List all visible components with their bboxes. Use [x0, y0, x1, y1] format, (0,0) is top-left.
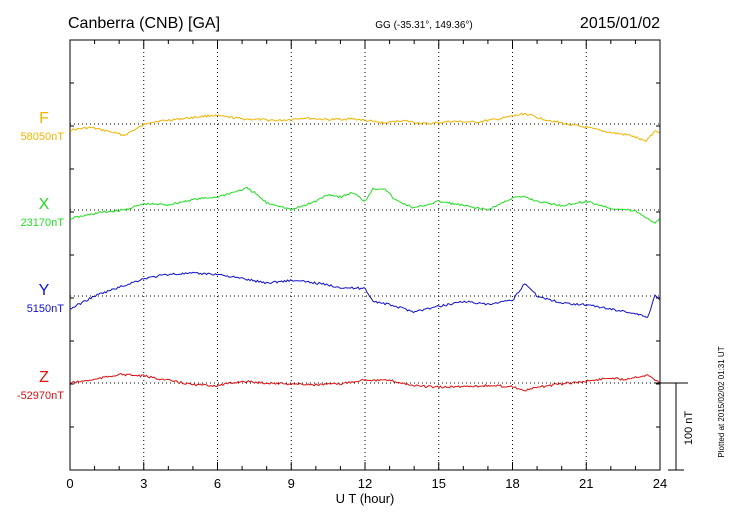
x-tick-label: 24 [653, 476, 667, 491]
title-date: 2015/01/02 [580, 15, 660, 32]
title-coordinates: GG (-35.31°, 149.36°) [375, 20, 473, 31]
x-tick-label: 3 [140, 476, 147, 491]
series-traces [69, 112, 660, 392]
x-tick-label: 21 [579, 476, 593, 491]
grid [70, 40, 660, 470]
scale-bar-label: 100 nT [683, 411, 695, 446]
x-tick-label: 12 [358, 476, 372, 491]
x-tick-label: 15 [432, 476, 446, 491]
series-name-y: Y [39, 282, 50, 299]
series-baseline-z: -52970nT [17, 390, 64, 402]
scale-bar: 100 nT [655, 382, 695, 471]
series-trace-y [69, 271, 660, 318]
x-tick-label: 18 [505, 476, 519, 491]
series-name-x: X [39, 196, 50, 213]
x-axis-ticks: 0 3 6 9 12 15 18 21 24 [66, 40, 667, 491]
title-station: Canberra (CNB) [GA] [68, 15, 220, 32]
x-tick-label: 0 [66, 476, 73, 491]
series-name-z: Z [39, 369, 49, 386]
x-tick-label: 6 [214, 476, 221, 491]
series-trace-f [69, 112, 660, 143]
series-trace-x [69, 186, 660, 224]
x-tick-label: 9 [288, 476, 295, 491]
series-labels: F 58050nT X 23170nT Y 5150nT Z -52970nT [17, 110, 64, 402]
series-baseline-x: 23170nT [21, 217, 65, 229]
series-name-f: F [39, 110, 49, 127]
plotted-note: Plotted at 2015/02/02 01:31 UT [717, 346, 726, 457]
x-axis-label: U T (hour) [336, 491, 395, 506]
series-baseline-y: 5150nT [27, 303, 65, 315]
series-baseline-f: 58050nT [21, 131, 65, 143]
series-trace-z [69, 372, 660, 392]
